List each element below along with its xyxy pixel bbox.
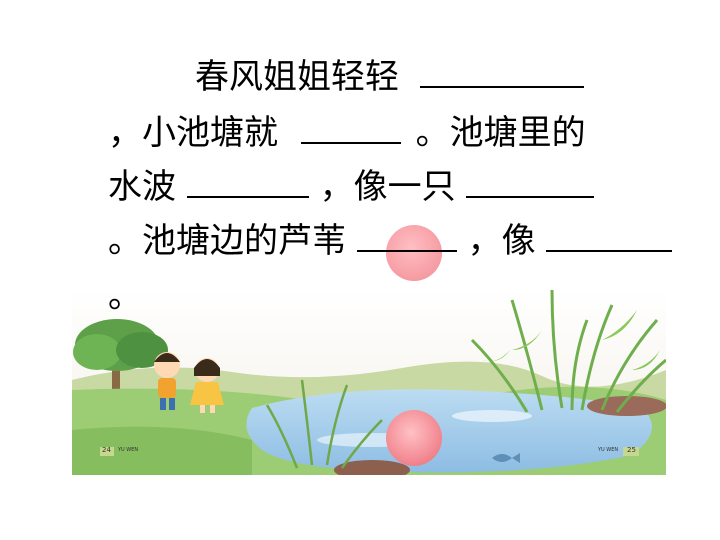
- fill-in-passage: 春风姐姐轻轻 ，小池塘就 。池塘里的 水波 ，像一只 。池塘边的芦苇 ，像 。: [108, 56, 673, 316]
- passage-text: 。池塘里的: [415, 113, 586, 153]
- footer-label-right: YU WEN: [598, 447, 619, 453]
- tree: [73, 319, 168, 410]
- answer-blank[interactable]: [300, 112, 401, 144]
- pond: [246, 389, 652, 473]
- passage-text: 。: [108, 276, 142, 316]
- passage-line-5: 。: [108, 276, 142, 316]
- answer-blank[interactable]: [546, 220, 673, 252]
- page-number-right: 25: [627, 446, 636, 454]
- child-boy: [154, 352, 180, 410]
- reeds-left: [265, 379, 383, 469]
- passage-text: ，像: [467, 221, 536, 261]
- passage-line-2: ，小池塘就 。池塘里的: [108, 112, 586, 153]
- answer-blank[interactable]: [186, 166, 309, 198]
- passage-line-1: 春风姐姐轻轻: [195, 56, 584, 97]
- passage-text: ，小池塘就: [108, 113, 278, 153]
- answer-blank[interactable]: [356, 220, 457, 252]
- page-number-left: 24: [102, 446, 111, 454]
- child-girl: [190, 358, 224, 413]
- passage-line-3: 水波 ，像一只: [108, 166, 595, 207]
- page-marker-left: [100, 447, 114, 456]
- passage-text: ，像一只: [319, 167, 456, 207]
- fish: [492, 453, 520, 463]
- answer-blank[interactable]: [419, 56, 584, 88]
- pond-illustration: 24 YU WEN YU WEN 25: [72, 289, 667, 480]
- sun: [386, 225, 442, 281]
- passage-text: 春风姐姐轻轻: [195, 57, 399, 97]
- passage-line-4: 。池塘边的芦苇 ，像: [108, 220, 673, 261]
- page-marker-right: [623, 447, 639, 456]
- pond-ripple: [452, 410, 532, 422]
- reeds-right: [470, 289, 667, 413]
- passage-text: 水波: [108, 167, 176, 207]
- sun-reflection: [386, 410, 442, 466]
- answer-blank[interactable]: [466, 166, 595, 198]
- reed-leaves: [482, 310, 660, 370]
- grass-foreground: [72, 426, 252, 475]
- footer-label-left: YU WEN: [118, 447, 139, 453]
- passage-text: 。池塘边的芦苇: [108, 221, 346, 261]
